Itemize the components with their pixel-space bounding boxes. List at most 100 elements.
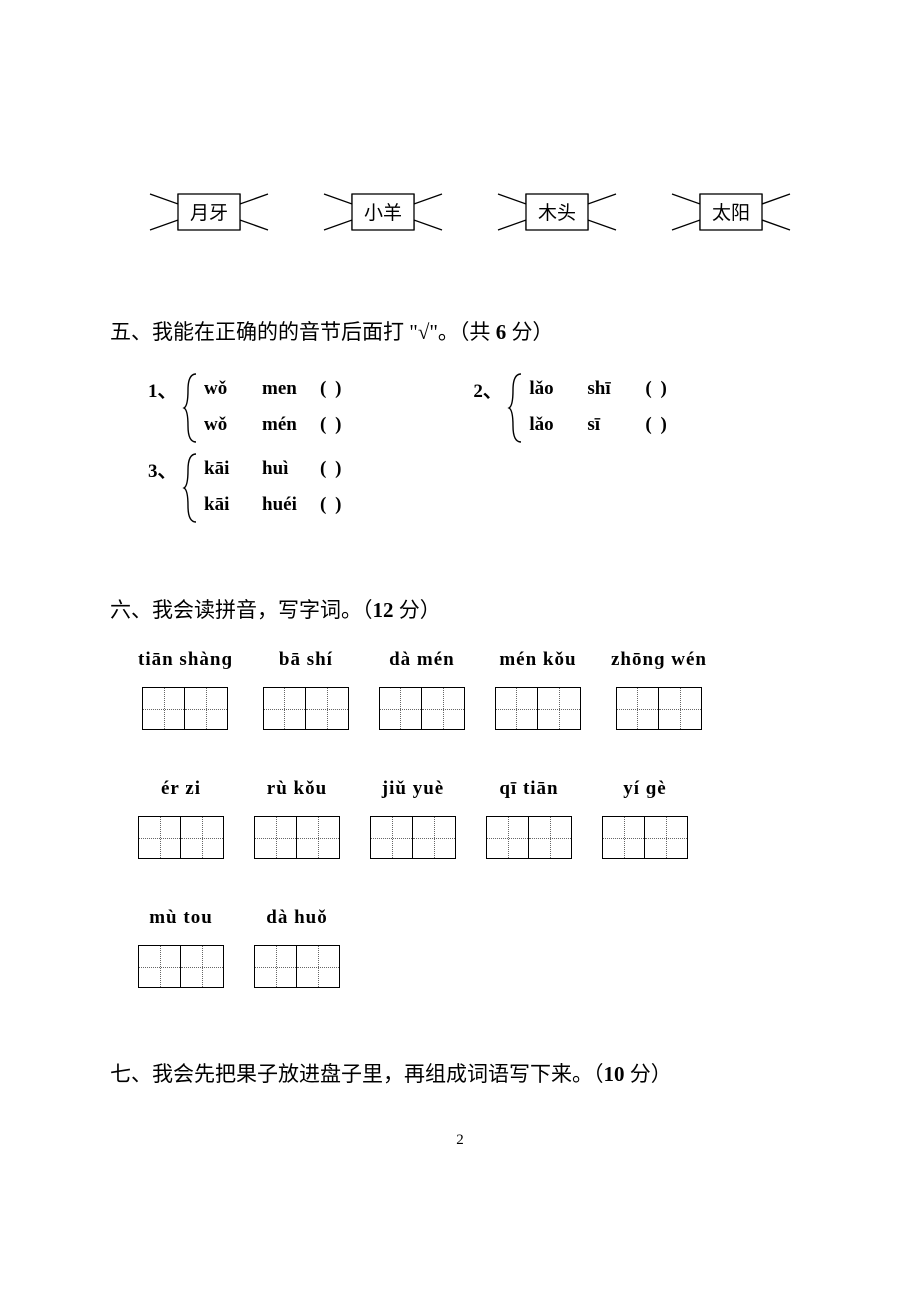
q5-pinyin: huì: [262, 455, 308, 484]
banner-label: 木头: [538, 202, 576, 224]
s6-tail: 分）: [394, 598, 441, 622]
q5-paren: ( ): [320, 455, 343, 484]
q5-opt: lǎo sī ( ): [529, 408, 668, 444]
tianzige: [495, 687, 581, 730]
tianzige-cell: [185, 687, 228, 730]
tianzige-cell: [138, 945, 181, 988]
s5-tail: 分）: [506, 320, 553, 344]
tianzige-cell: [142, 687, 185, 730]
q6-item: ér zi: [138, 778, 224, 859]
banner-label: 小羊: [364, 202, 402, 224]
banners-row: 月牙 小羊 木头 太阳: [130, 190, 810, 236]
q5-opt: lǎo shī ( ): [529, 372, 668, 408]
q5-num3: 3、: [148, 452, 182, 524]
tianzige-cell: [413, 816, 456, 859]
q6-item: mén kǒu: [495, 649, 581, 730]
tianzige-cell: [659, 687, 702, 730]
tianzige-cell: [645, 816, 688, 859]
tianzige: [142, 687, 228, 730]
banner-yueya: 月牙: [148, 190, 270, 236]
q5-pinyin: wǒ: [204, 411, 250, 440]
q6-pinyin: qī tiān: [499, 778, 558, 800]
q5-pinyin: kāi: [204, 455, 250, 484]
tianzige: [370, 816, 456, 859]
q6-pinyin: mén kǒu: [499, 649, 576, 671]
q5-container: 1、 wǒ men ( ) wǒ mén ( ): [148, 372, 810, 524]
q6-pinyin: rù kǒu: [267, 778, 327, 800]
q5-pinyin: sī: [587, 411, 633, 440]
tianzige-cell: [181, 816, 224, 859]
tianzige: [254, 816, 340, 859]
q5-paren: ( ): [320, 411, 343, 440]
banner-taiyang: 太阳: [670, 190, 792, 236]
q5-pinyin: lǎo: [529, 411, 575, 440]
q5-pinyin: men: [262, 375, 308, 404]
q6-row: ér zi rù kǒu jiǔ yuè qī tiān yí ɡè: [138, 778, 810, 859]
q6-pinyin: tiān shànɡ: [138, 649, 233, 671]
s6-points: 12: [373, 598, 394, 622]
q5-pinyin: wǒ: [204, 375, 250, 404]
q5-pinyin: lǎo: [529, 375, 575, 404]
section5-title: 五、我能在正确的的音节后面打 "√"。（共 6 分）: [110, 316, 810, 350]
page: 月牙 小羊 木头 太阳 五、我能在正确的的音节后面打 ": [0, 0, 920, 1209]
brace-icon: [182, 372, 198, 444]
banner-label: 太阳: [712, 202, 750, 224]
q5-row2: 3、 kāi huì ( ) kāi huéi ( ): [148, 452, 810, 524]
tianzige-cell: [138, 816, 181, 859]
q6-row: mù tou dà huǒ: [138, 907, 810, 988]
tianzige-cell: [306, 687, 349, 730]
q6-item: rù kǒu: [254, 778, 340, 859]
q6-pinyin: mù tou: [149, 907, 213, 929]
tianzige-cell: [616, 687, 659, 730]
tianzige-cell: [379, 687, 422, 730]
s7-points: 10: [604, 1062, 625, 1086]
q5-pinyin: mén: [262, 411, 308, 440]
tianzige-cell: [422, 687, 465, 730]
s6-prefix: 六、我会读拼音，写字词。（: [110, 598, 373, 622]
tianzige-cell: [297, 816, 340, 859]
tianzige-cell: [254, 816, 297, 859]
s7-prefix: 七、我会先把果子放进盘子里，再组成词语写下来。（: [110, 1062, 604, 1086]
section7-title: 七、我会先把果子放进盘子里，再组成词语写下来。（10 分）: [110, 1058, 810, 1092]
q6-pinyin: zhōnɡ wén: [611, 649, 707, 671]
q6-item: qī tiān: [486, 778, 572, 859]
q6-item: bā shí: [263, 649, 349, 730]
q6-pinyin: dà mén: [389, 649, 455, 671]
q6-pinyin: ér zi: [161, 778, 201, 800]
q6-item: yí ɡè: [602, 778, 688, 859]
q5-opts2: lǎo shī ( ) lǎo sī ( ): [523, 372, 668, 444]
q5-pair2: 2、 lǎo shī ( ) lǎo sī ( ): [473, 372, 668, 444]
q6-pinyin: dà huǒ: [266, 907, 327, 929]
tianzige-cell: [495, 687, 538, 730]
tianzige: [486, 816, 572, 859]
brace-icon: [507, 372, 523, 444]
q6-item: zhōnɡ wén: [611, 649, 707, 730]
q5-row1: 1、 wǒ men ( ) wǒ mén ( ): [148, 372, 810, 444]
tianzige: [254, 945, 340, 988]
q5-opt: wǒ mén ( ): [204, 408, 343, 444]
q5-opt: kāi huì ( ): [204, 452, 343, 488]
s5-points: 6: [496, 320, 507, 344]
banner-mutou: 木头: [496, 190, 618, 236]
q5-paren: ( ): [645, 411, 668, 440]
q6-pinyin: bā shí: [279, 649, 333, 671]
q6-pinyin: yí ɡè: [623, 778, 666, 800]
s5-prefix: 五、我能在正确的的音节后面打 ": [110, 320, 418, 344]
banner-xiaoyang: 小羊: [322, 190, 444, 236]
tianzige-cell: [538, 687, 581, 730]
page-number: 2: [110, 1132, 810, 1149]
tianzige-cell: [263, 687, 306, 730]
q5-pinyin: kāi: [204, 491, 250, 520]
q6-item: jiǔ yuè: [370, 778, 456, 859]
tianzige-cell: [602, 816, 645, 859]
q5-paren: ( ): [320, 375, 343, 404]
q5-pinyin: shī: [587, 375, 633, 404]
s5-check: √: [418, 320, 430, 344]
q6-item: dà mén: [379, 649, 465, 730]
tianzige: [263, 687, 349, 730]
q5-opts3: kāi huì ( ) kāi huéi ( ): [198, 452, 343, 524]
q5-opts1: wǒ men ( ) wǒ mén ( ): [198, 372, 343, 444]
q5-opt: wǒ men ( ): [204, 372, 343, 408]
q6-item: mù tou: [138, 907, 224, 988]
tianzige-cell: [181, 945, 224, 988]
